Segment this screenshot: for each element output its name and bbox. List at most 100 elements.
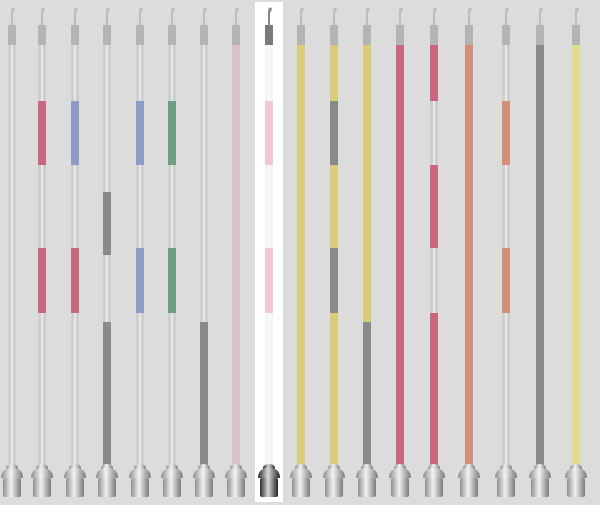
- pole-segment: [330, 101, 338, 165]
- pole-base-foot: [163, 478, 181, 497]
- pole-cap: [430, 25, 438, 45]
- pole-segment: [430, 313, 438, 465]
- pole-base-collar: [31, 468, 53, 478]
- pole-hook: [366, 7, 370, 25]
- pole-hook: [433, 7, 437, 25]
- pole[interactable]: [290, 7, 312, 498]
- pole-base-collar: [458, 468, 480, 478]
- pole-segment: [168, 248, 176, 313]
- pole-base-foot: [567, 478, 585, 497]
- pole-segment: [330, 165, 338, 248]
- pole-cap: [71, 25, 79, 45]
- pole-hook: [399, 7, 403, 25]
- pole-cap: [103, 25, 111, 45]
- pole-segment: [71, 101, 79, 165]
- pole-hook: [203, 7, 207, 25]
- pole-cap: [330, 25, 338, 45]
- pole-cap: [396, 25, 404, 45]
- pole-base-foot: [195, 478, 213, 497]
- pole-segment: [330, 313, 338, 465]
- pole-base-collar: [323, 468, 345, 478]
- pole-cap: [168, 25, 176, 45]
- pole-hook: [268, 7, 272, 25]
- pole-base-collar: [225, 468, 247, 478]
- pole-cap: [265, 25, 273, 45]
- pole-segment: [297, 45, 305, 465]
- pole[interactable]: [193, 7, 215, 498]
- pole-hook: [74, 7, 78, 25]
- pole-base-foot: [425, 478, 443, 497]
- pole-segment: [330, 45, 338, 101]
- pole-cap: [136, 25, 144, 45]
- pole-base-collar: [1, 468, 23, 478]
- pole[interactable]: [161, 7, 183, 498]
- pole-base-foot: [497, 478, 515, 497]
- pole[interactable]: [255, 2, 283, 502]
- pole-base-collar: [356, 468, 378, 478]
- pole-base-foot: [227, 478, 245, 497]
- pole[interactable]: [96, 7, 118, 498]
- pole-segment: [430, 165, 438, 248]
- pole-base-collar: [495, 468, 517, 478]
- pole[interactable]: [1, 7, 23, 498]
- pole-hook: [575, 7, 579, 25]
- pole-base-collar: [290, 468, 312, 478]
- pole[interactable]: [529, 7, 551, 498]
- pole-base-foot: [3, 478, 21, 497]
- pole-hook: [333, 7, 337, 25]
- pole-base-collar: [529, 468, 551, 478]
- pole-segment: [330, 248, 338, 313]
- pole-base-foot: [131, 478, 149, 497]
- pole-segment: [136, 248, 144, 313]
- pole-base-foot: [292, 478, 310, 497]
- pole-segment: [363, 45, 371, 322]
- pole[interactable]: [31, 7, 53, 498]
- pole[interactable]: [356, 7, 378, 498]
- pole-segment: [200, 322, 208, 465]
- pole-base-collar: [389, 468, 411, 478]
- pole-hook: [41, 7, 45, 25]
- pole-cap: [502, 25, 510, 45]
- pole-segment: [465, 45, 473, 465]
- pole-shine: [203, 45, 205, 465]
- pole-base-collar: [96, 468, 118, 478]
- pole-cap: [363, 25, 371, 45]
- pole[interactable]: [225, 7, 247, 498]
- pole-base-foot: [391, 478, 409, 497]
- pole[interactable]: [389, 7, 411, 498]
- pole[interactable]: [458, 7, 480, 498]
- pole-base-foot: [460, 478, 478, 497]
- pole-base-collar: [258, 468, 280, 478]
- pole-hook: [11, 7, 15, 25]
- pole[interactable]: [423, 7, 445, 498]
- pole[interactable]: [495, 7, 517, 498]
- pole-hook: [106, 7, 110, 25]
- pole-cap: [297, 25, 305, 45]
- pole-segment: [502, 248, 510, 313]
- pole-hook: [300, 7, 304, 25]
- pole-cap: [232, 25, 240, 45]
- pole-segment: [232, 45, 240, 465]
- pole[interactable]: [565, 7, 587, 498]
- pole-cap: [536, 25, 544, 45]
- pole-segment: [502, 101, 510, 165]
- pole[interactable]: [64, 7, 86, 498]
- pole-base-foot: [66, 478, 84, 497]
- pole-cap: [465, 25, 473, 45]
- pole-hook: [505, 7, 509, 25]
- pole[interactable]: [323, 7, 345, 498]
- pole-segment: [38, 248, 46, 313]
- pole-segment: [38, 101, 46, 165]
- pole-segment: [265, 101, 273, 165]
- pole-base-collar: [193, 468, 215, 478]
- pole-base-foot: [33, 478, 51, 497]
- pole-segment: [536, 45, 544, 465]
- pole-base-collar: [565, 468, 587, 478]
- pole-segment: [363, 322, 371, 465]
- pole-segment: [71, 248, 79, 313]
- pole[interactable]: [129, 7, 151, 498]
- pole-segment: [572, 45, 580, 465]
- pole-segment: [265, 248, 273, 313]
